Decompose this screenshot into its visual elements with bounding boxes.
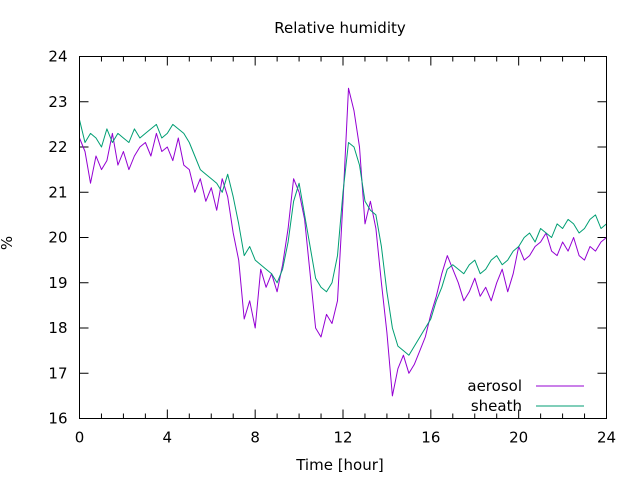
x-tick-label: 16 — [421, 429, 440, 447]
y-tick-label: 16 — [48, 410, 67, 428]
chart-title: Relative humidity — [274, 19, 406, 37]
x-tick-label: 0 — [75, 429, 85, 447]
x-tick-label: 8 — [250, 429, 260, 447]
legend: aerosol sheath — [467, 377, 584, 415]
y-tick-label: 23 — [48, 93, 67, 111]
x-tick-label: 24 — [597, 429, 616, 447]
series-lines — [79, 87, 607, 397]
plot-frame — [79, 56, 607, 419]
legend-label-sheath: sheath — [471, 397, 522, 415]
series-line-sheath — [79, 119, 607, 356]
y-tick-label: 18 — [48, 319, 67, 337]
y-tick-label: 20 — [48, 229, 67, 247]
legend-label-aerosol: aerosol — [467, 377, 522, 395]
x-tick-label: 12 — [333, 429, 352, 447]
y-tick-label: 21 — [48, 183, 67, 201]
y-axis-label: % — [0, 236, 16, 250]
y-tick-label: 24 — [48, 48, 67, 66]
series-line-aerosol — [79, 87, 607, 397]
y-tick-label: 17 — [48, 364, 67, 382]
y-tick-label: 22 — [48, 138, 67, 156]
x-tick-label: 4 — [163, 429, 173, 447]
x-tick-label: 20 — [509, 429, 528, 447]
axis-ticks: 16 17 18 19 20 21 22 23 24 0 4 8 12 16 20 24 — [48, 48, 616, 447]
x-axis-label: Time [hour] — [295, 456, 384, 474]
y-tick-label: 19 — [48, 274, 67, 292]
